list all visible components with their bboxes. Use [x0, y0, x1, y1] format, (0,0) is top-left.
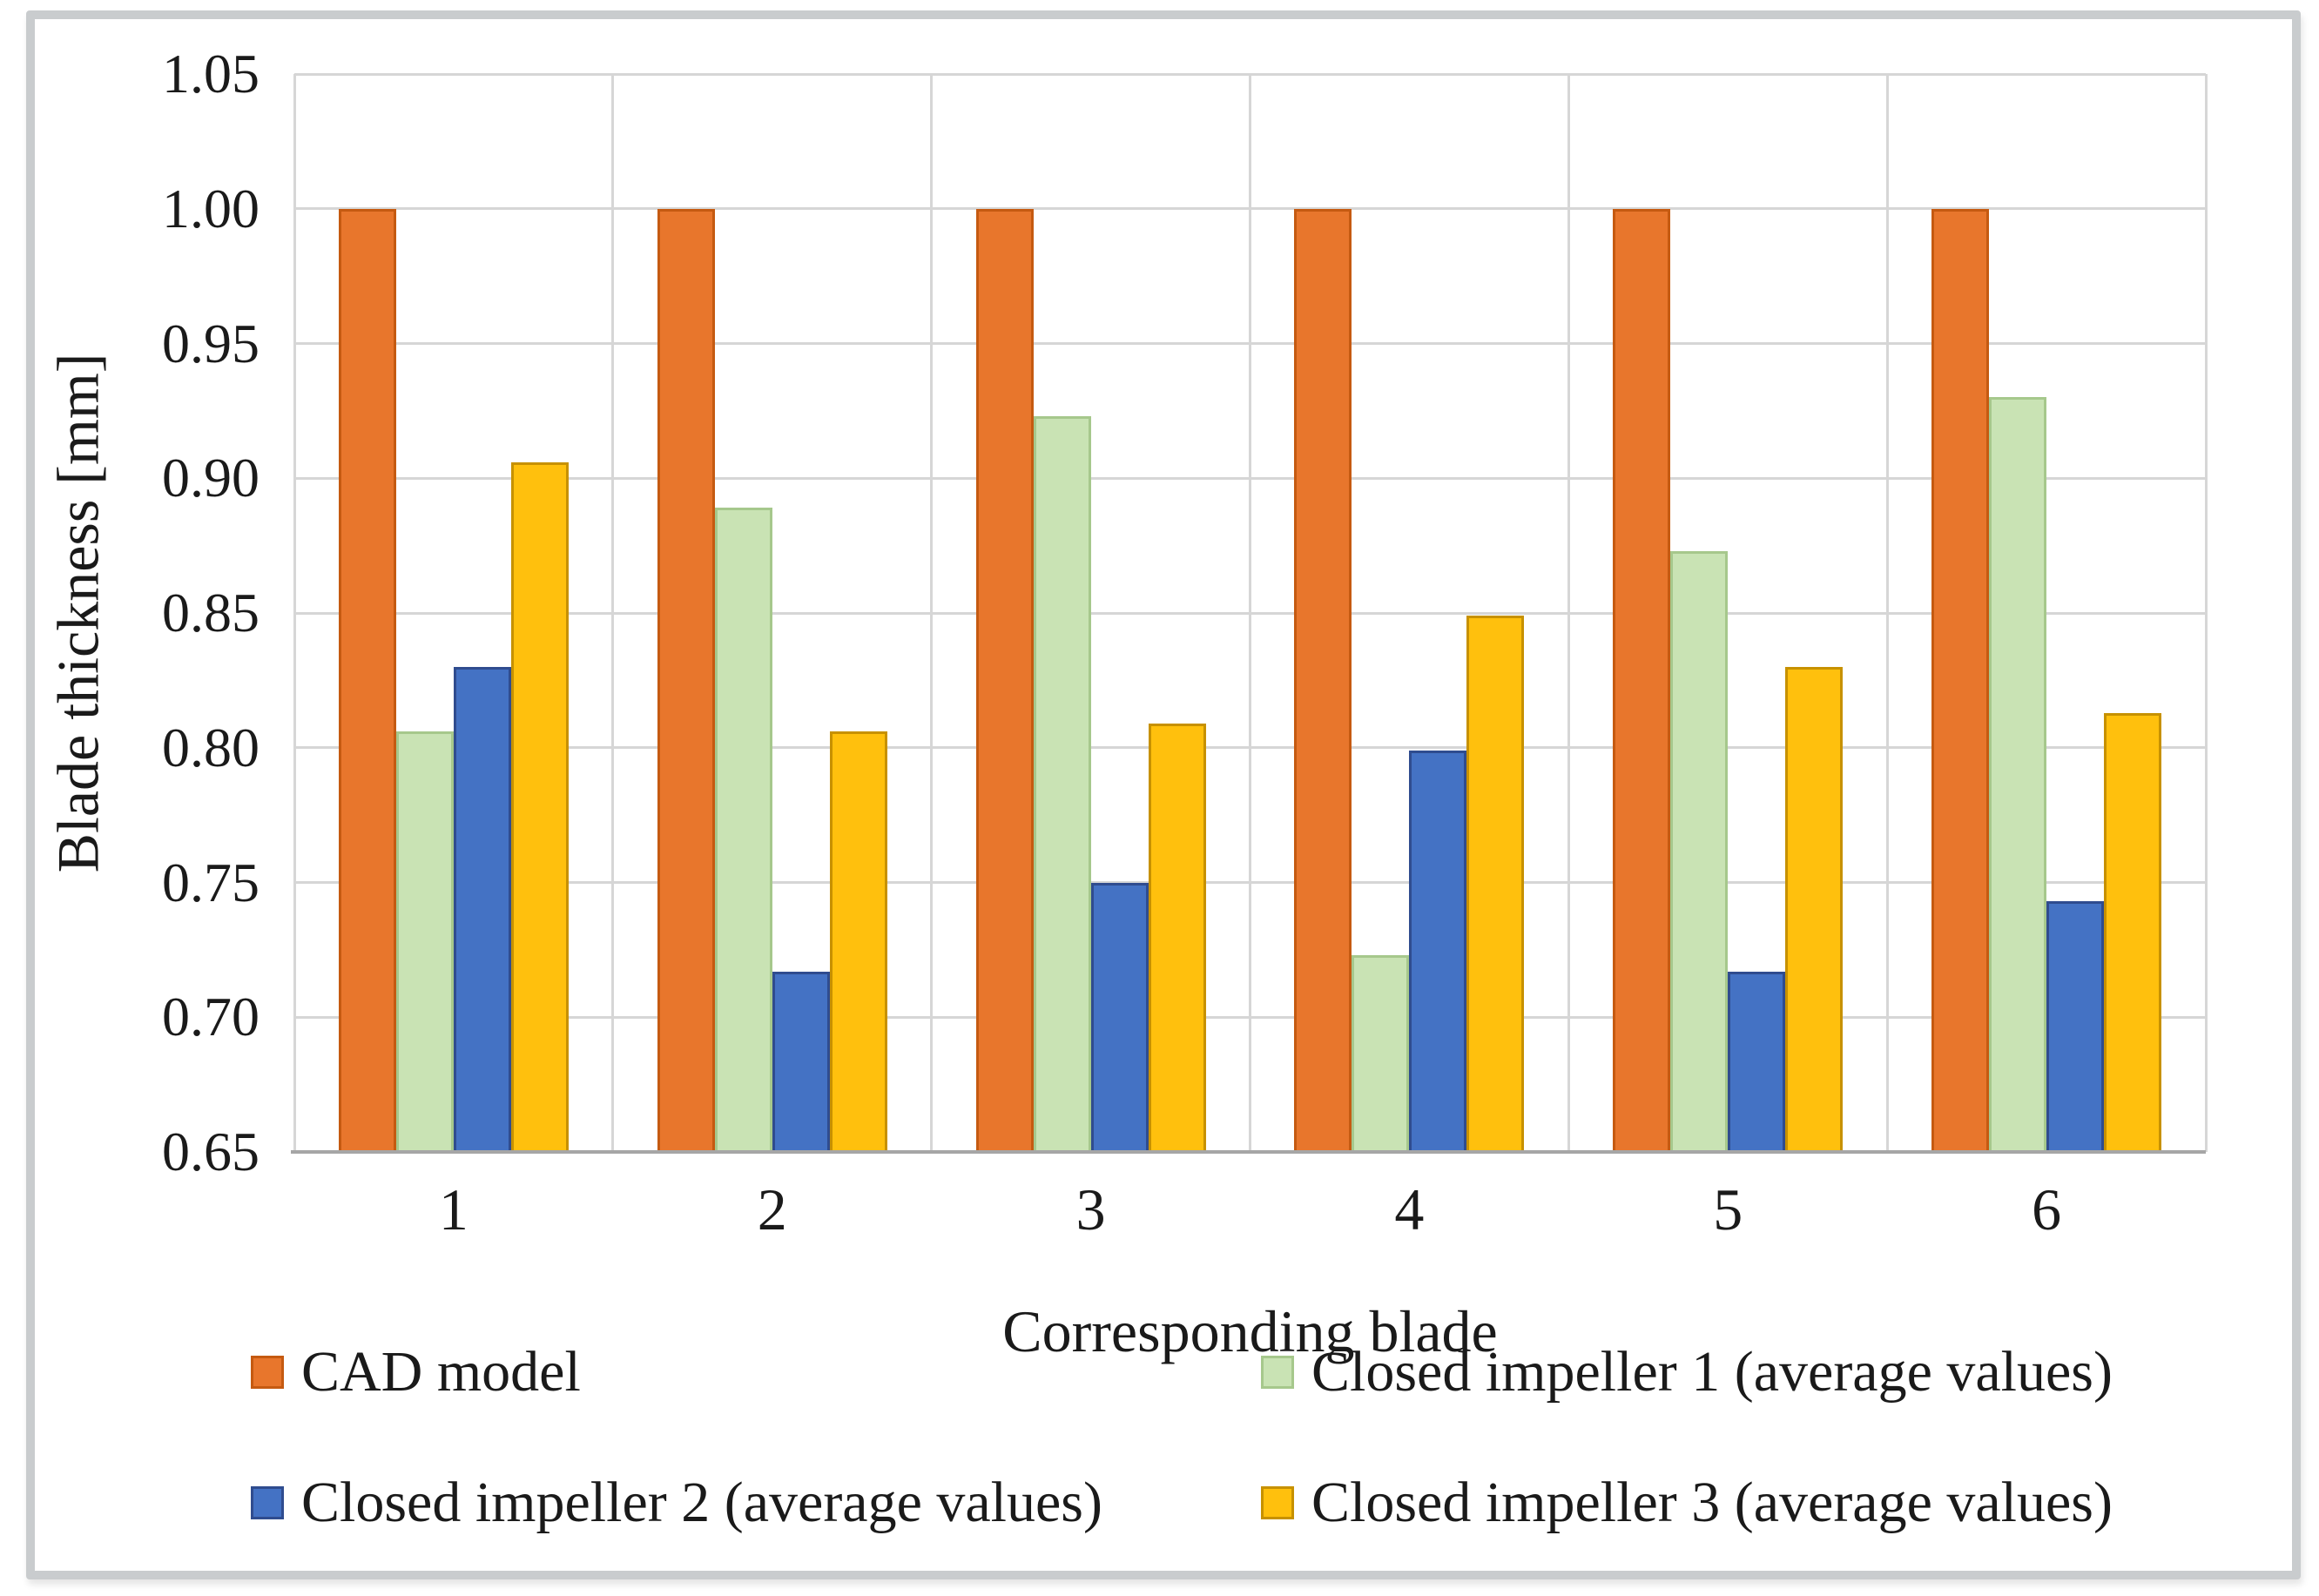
x-tick-label-5: 5 [1713, 1176, 1743, 1242]
bar-series-1-blade-3 [1033, 416, 1091, 1152]
legend-label-closed-impeller-1: Closed impeller 1 (average values) [1311, 1340, 2113, 1404]
legend-label-cad-model: CAD model [301, 1340, 581, 1404]
bar-series-1-blade-1 [395, 731, 454, 1152]
x-tick-label-2: 2 [757, 1176, 787, 1242]
legend-item-closed-impeller-1: Closed impeller 1 (average values) [1261, 1339, 2219, 1405]
bar-series-3-blade-5 [1785, 666, 1844, 1152]
bar-series-2-blade-2 [772, 971, 830, 1152]
y-tick-label-1.00: 1.00 [162, 177, 260, 239]
legend-item-cad-model: CAD model [251, 1339, 1261, 1405]
y-tick-label-0.65: 0.65 [162, 1121, 260, 1182]
legend-item-closed-impeller-2: Closed impeller 2 (average values) [251, 1470, 1261, 1536]
bar-series-3-blade-6 [2104, 712, 2162, 1152]
bar-series-0-blade-6 [1931, 208, 1990, 1152]
legend-item-closed-impeller-3: Closed impeller 3 (average values) [1261, 1470, 2219, 1536]
gridline-vertical-2 [930, 74, 934, 1152]
bar-series-0-blade-5 [1613, 208, 1671, 1152]
gridline-vertical-5 [1885, 74, 1889, 1152]
y-tick-label-0.90: 0.90 [162, 447, 260, 509]
x-tick-label-3: 3 [1075, 1176, 1106, 1242]
legend-label-closed-impeller-3: Closed impeller 3 (average values) [1311, 1471, 2113, 1534]
legend-swatch-closed-impeller-1 [1261, 1356, 1294, 1389]
bar-series-2-blade-4 [1409, 750, 1467, 1152]
gridline-vertical-0 [293, 74, 296, 1152]
y-tick-label-0.80: 0.80 [162, 716, 260, 778]
x-tick-label-4: 4 [1394, 1176, 1425, 1242]
legend-swatch-closed-impeller-3 [1261, 1486, 1294, 1519]
bar-series-3-blade-4 [1466, 616, 1525, 1152]
y-tick-label-0.70: 0.70 [162, 986, 260, 1048]
gridline-vertical-3 [1249, 74, 1251, 1152]
legend-swatch-cad-model [251, 1356, 284, 1389]
bar-series-2-blade-1 [453, 666, 511, 1152]
legend: CAD model Closed impeller 1 (average val… [251, 1339, 2219, 1536]
x-axis-title: Corresponding blade [1002, 1298, 1498, 1364]
bar-series-0-blade-3 [975, 208, 1034, 1152]
bar-series-1-blade-6 [1989, 397, 2047, 1152]
bar-series-1-blade-5 [1670, 550, 1729, 1152]
bar-series-2-blade-3 [1090, 882, 1149, 1152]
bar-series-1-blade-2 [714, 508, 772, 1152]
x-tick-label-6: 6 [2032, 1176, 2062, 1242]
y-tick-label-0.95: 0.95 [162, 312, 260, 374]
y-tick-label-0.85: 0.85 [162, 582, 260, 643]
bar-series-1-blade-4 [1352, 955, 1410, 1152]
bar-series-0-blade-4 [1294, 208, 1352, 1152]
y-tick-label-1.05: 1.05 [162, 43, 260, 104]
bar-series-2-blade-5 [1728, 971, 1786, 1152]
bar-series-0-blade-1 [338, 208, 396, 1152]
gridline-vertical-1 [611, 74, 615, 1152]
x-tick-label-1: 1 [438, 1176, 469, 1242]
x-axis-line [291, 1150, 2206, 1154]
plot-area: Blade thickness [mm] Corresponding blade… [45, 43, 2208, 1364]
bar-series-2-blade-6 [2046, 901, 2105, 1152]
gridline-vertical-6 [2204, 74, 2208, 1152]
y-tick-label-0.75: 0.75 [162, 851, 260, 913]
gridline-vertical-4 [1567, 74, 1570, 1152]
legend-label-closed-impeller-2: Closed impeller 2 (average values) [301, 1471, 1102, 1534]
bar-series-3-blade-2 [829, 731, 887, 1152]
bar-series-3-blade-1 [510, 461, 569, 1152]
bar-series-3-blade-3 [1148, 723, 1206, 1152]
legend-swatch-closed-impeller-2 [251, 1486, 284, 1519]
bar-series-0-blade-2 [657, 208, 715, 1152]
